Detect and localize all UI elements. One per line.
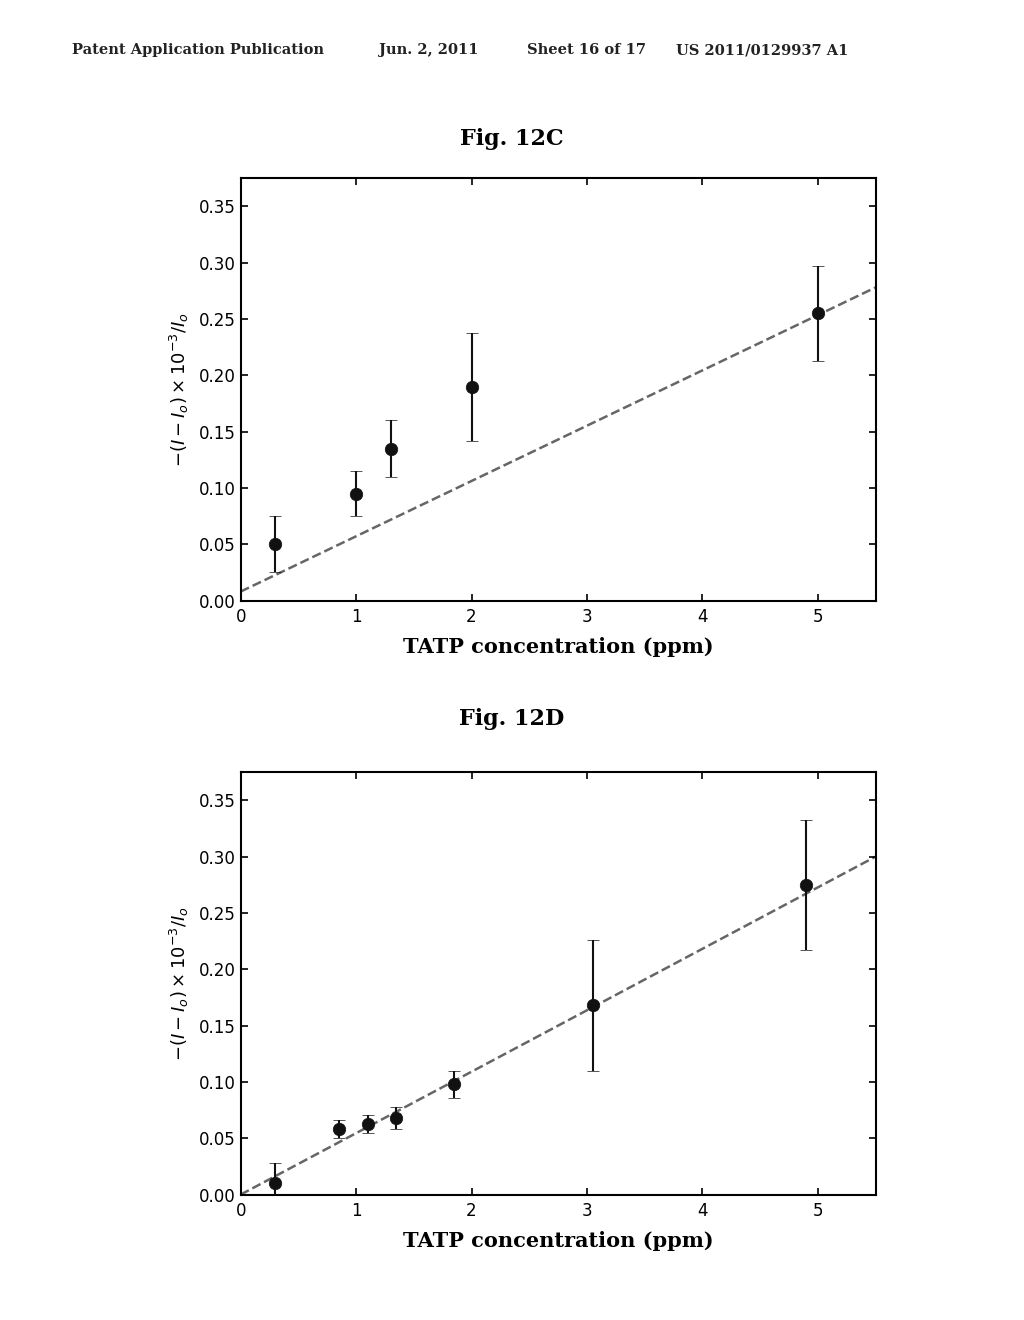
Text: Fig. 12D: Fig. 12D [460, 709, 564, 730]
Text: Sheet 16 of 17: Sheet 16 of 17 [527, 44, 646, 57]
X-axis label: TATP concentration (ppm): TATP concentration (ppm) [402, 1230, 714, 1250]
Y-axis label: $-(I-I_o)\times10^{-3}/I_o$: $-(I-I_o)\times10^{-3}/I_o$ [168, 906, 190, 1061]
Text: US 2011/0129937 A1: US 2011/0129937 A1 [676, 44, 848, 57]
Y-axis label: $-(I-I_o)\times10^{-3}/I_o$: $-(I-I_o)\times10^{-3}/I_o$ [168, 312, 190, 467]
Text: Fig. 12C: Fig. 12C [460, 128, 564, 149]
Text: Patent Application Publication: Patent Application Publication [72, 44, 324, 57]
Text: Jun. 2, 2011: Jun. 2, 2011 [379, 44, 478, 57]
X-axis label: TATP concentration (ppm): TATP concentration (ppm) [402, 636, 714, 656]
